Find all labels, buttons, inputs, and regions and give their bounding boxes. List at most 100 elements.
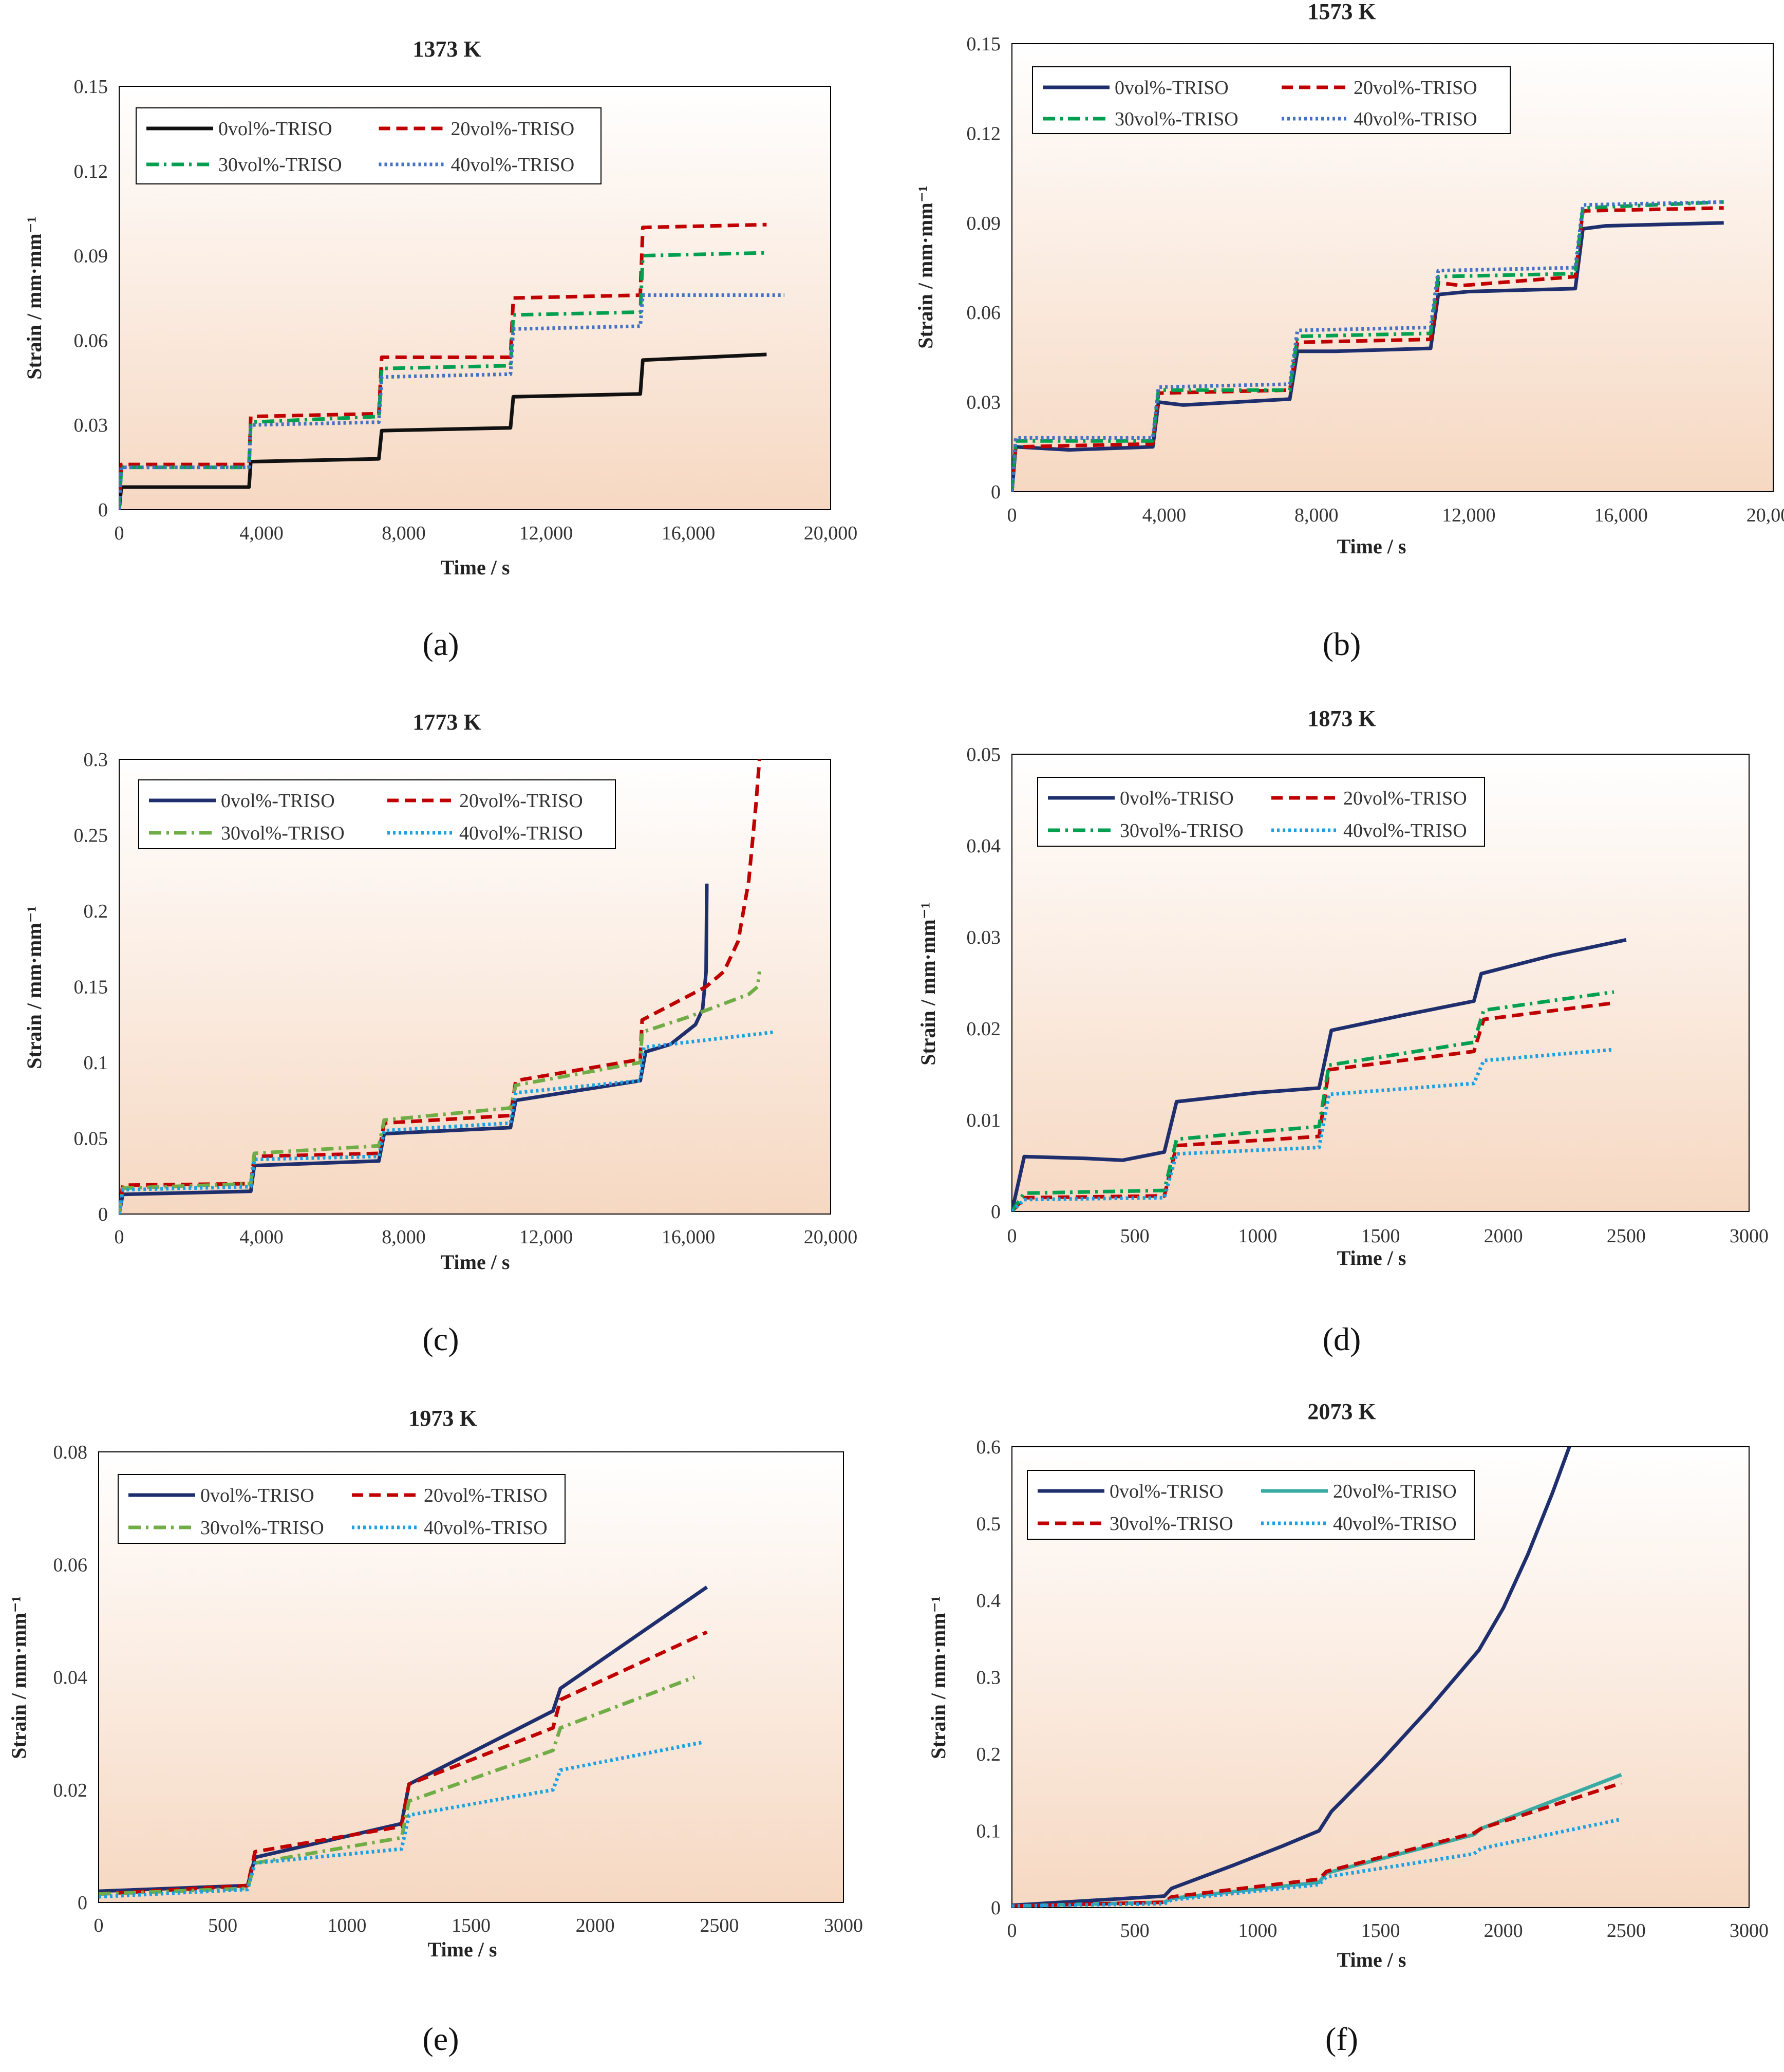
series-line-4 — [1012, 1817, 1622, 1908]
x-tick-label: 1000 — [327, 1915, 366, 1936]
x-axis-label: Time / s — [441, 1250, 510, 1274]
y-tick-label: 0.12 — [74, 161, 108, 182]
x-axis-label: Time / s — [428, 1938, 497, 1961]
legend-label: 20vol%-TRISO — [451, 118, 575, 140]
y-tick-label: 0.06 — [967, 302, 1001, 324]
x-tick-label: 500 — [208, 1915, 237, 1936]
series-line-4 — [119, 293, 784, 510]
x-tick-label: 12,000 — [519, 1226, 573, 1248]
series-line-4 — [99, 1740, 705, 1899]
x-tick-label: 0 — [115, 522, 124, 544]
panel-caption: (b) — [1323, 626, 1361, 662]
x-tick-label: 1500 — [1361, 1920, 1400, 1942]
y-tick-label: 0.15 — [74, 76, 108, 98]
legend-box — [1032, 66, 1511, 134]
legend-label: 20vol%-TRISO — [459, 790, 583, 812]
chart-title: 2073 K — [1307, 1399, 1376, 1424]
y-tick-label: 0.08 — [53, 1442, 88, 1463]
y-axis-label: Strain / mm·mm⁻¹ — [7, 1596, 30, 1759]
y-tick-label: 0.06 — [53, 1554, 88, 1576]
y-tick-label: 0.15 — [967, 33, 1001, 55]
x-tick-label: 0 — [1007, 1920, 1017, 1942]
y-axis-label: Strain / mm·mm⁻¹ — [23, 216, 46, 380]
chart-title: 1373 K — [412, 36, 481, 62]
x-tick-label: 4,000 — [239, 522, 284, 544]
series-line-3 — [119, 251, 767, 510]
y-tick-label: 0.03 — [74, 415, 108, 436]
y-tick-label: 0.25 — [74, 825, 108, 847]
legend-label: 20vol%-TRISO — [1343, 788, 1467, 809]
x-tick-label: 12,000 — [519, 522, 573, 544]
y-tick-label: 0.1 — [976, 1821, 1001, 1842]
panel-caption: (f) — [1325, 2021, 1358, 2057]
legend-label: 0vol%-TRISO — [1115, 77, 1229, 99]
y-tick-label: 0.04 — [53, 1667, 88, 1689]
x-tick-label: 2000 — [1484, 1225, 1523, 1247]
legend-label: 0vol%-TRISO — [1110, 1481, 1224, 1502]
chart-title: 1873 K — [1307, 706, 1376, 731]
x-tick-label: 2000 — [1484, 1920, 1523, 1942]
series-line-4 — [1012, 200, 1724, 492]
legend-label: 30vol%-TRISO — [1110, 1513, 1233, 1535]
legend-label: 40vol%-TRISO — [451, 154, 575, 176]
legend-label: 0vol%-TRISO — [221, 790, 335, 812]
y-axis-label: Strain / mm·mm⁻¹ — [914, 185, 937, 349]
x-tick-label: 2500 — [700, 1915, 739, 1936]
legend-box — [136, 107, 602, 184]
series-line-1 — [1012, 1447, 1571, 1907]
chart-title: 1973 K — [408, 1406, 477, 1431]
legend-label: 40vol%-TRISO — [424, 1517, 548, 1539]
y-axis-label: Strain / mm·mm⁻¹ — [916, 902, 940, 1066]
y-tick-label: 0.3 — [976, 1667, 1001, 1689]
legend-label: 20vol%-TRISO — [1354, 77, 1477, 99]
x-tick-label: 0 — [115, 1226, 124, 1248]
y-tick-label: 0.01 — [967, 1110, 1001, 1131]
legend-label: 30vol%-TRISO — [1115, 108, 1238, 130]
x-tick-label: 1000 — [1238, 1920, 1277, 1942]
y-tick-label: 0.04 — [967, 835, 1001, 857]
legend-label: 0vol%-TRISO — [1120, 788, 1234, 809]
chart-panel-d: 1873 K 0 500 1000 1500 2000 2500 3000 0 0.01 0.02 0… — [916, 706, 1769, 1357]
y-tick-label: 0.4 — [976, 1590, 1001, 1612]
series-line-2 — [99, 1630, 708, 1896]
legend-box — [138, 779, 616, 849]
series-line-2 — [1012, 1001, 1614, 1211]
legend-label: 30vol%-TRISO — [200, 1517, 324, 1539]
chart-panel-c: 1773 K 0 4,000 8,000 12,000 16,000 20,000 0 0.05… — [23, 710, 857, 1357]
y-tick-label: 0.3 — [84, 749, 108, 771]
x-tick-label: 16,000 — [1594, 505, 1648, 526]
panel-caption: (e) — [422, 2021, 459, 2057]
y-tick-label: 0.05 — [74, 1128, 108, 1150]
series-line-2 — [119, 759, 761, 1214]
x-axis-label: Time / s — [1337, 535, 1406, 558]
legend-box — [1037, 777, 1485, 847]
x-tick-label: 3000 — [1730, 1225, 1769, 1247]
y-tick-label: 0.09 — [74, 246, 108, 267]
legend-label: 20vol%-TRISO — [424, 1485, 548, 1506]
x-tick-label: 2000 — [576, 1915, 615, 1936]
x-tick-label: 8,000 — [382, 1226, 426, 1248]
y-axis-label: Strain / mm·mm⁻¹ — [23, 906, 46, 1069]
chart-panel-e: 1973 K 0 500 1000 1500 2000 2500 3000 0 0.02 0.04 0… — [7, 1406, 863, 2057]
y-tick-label: 0.2 — [976, 1744, 1001, 1765]
series-line-3 — [1012, 200, 1724, 492]
chart-panel-b: 1573 K 0 4,000 8,000 12,000 16,000 20,000 0 0.03… — [914, 0, 1784, 662]
legend-label: 40vol%-TRISO — [459, 823, 583, 844]
legend-label: 0vol%-TRISO — [200, 1485, 314, 1506]
y-tick-label: 0.02 — [967, 1018, 1001, 1040]
legend-label: 40vol%-TRISO — [1343, 820, 1467, 842]
y-tick-label: 0.03 — [967, 927, 1001, 948]
y-tick-label: 0.15 — [74, 977, 108, 998]
x-tick-label: 3000 — [1730, 1920, 1769, 1942]
x-tick-label: 1500 — [1361, 1225, 1400, 1247]
legend-box — [118, 1474, 566, 1544]
y-tick-label: 0.2 — [84, 901, 108, 922]
x-tick-label: 4,000 — [239, 1226, 284, 1248]
legend-box — [1027, 1470, 1475, 1540]
x-tick-label: 1000 — [1238, 1225, 1277, 1247]
x-axis-label: Time / s — [1337, 1948, 1406, 1971]
y-tick-label: 0.09 — [967, 213, 1001, 234]
legend-label: 30vol%-TRISO — [221, 823, 345, 844]
x-tick-label: 500 — [1120, 1225, 1150, 1247]
